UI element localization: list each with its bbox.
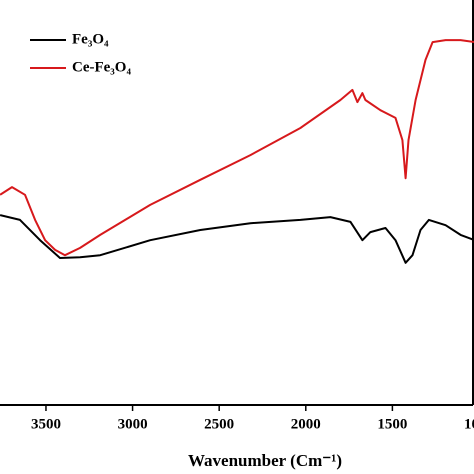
legend-label: Fe₃O₄ [72,31,109,47]
x-tick-label: 1500 [377,416,407,432]
spectrum-line [0,214,474,264]
x-tick-label: 1000 [464,416,474,432]
x-tick-label: 2000 [291,416,321,432]
legend-label: Ce-Fe₃O₄ [72,59,131,75]
x-tick-label: 2500 [204,416,234,432]
x-tick-label: 3500 [31,416,61,432]
x-axis-label: Wavenumber (Cm⁻¹) [188,451,342,470]
spectrum-line [0,39,474,257]
x-tick-label: 3000 [118,416,148,432]
